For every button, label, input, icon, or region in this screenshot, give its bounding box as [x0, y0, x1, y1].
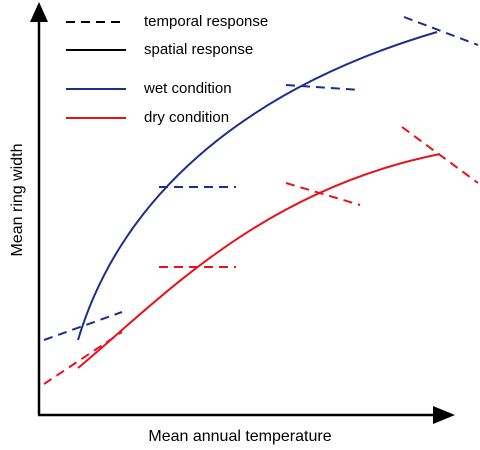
wet-condition-group	[43, 16, 479, 341]
legend-label-dry: dry condition	[144, 109, 230, 126]
x-axis-arrow-icon	[433, 406, 455, 424]
x-axis-label: Mean annual temperature	[148, 428, 332, 445]
dry-temporal-dash-3	[285, 182, 361, 206]
dry-temporal-dash-4	[401, 126, 479, 184]
y-axis-arrow-icon	[30, 2, 48, 22]
legend-label-spatial: spatial response	[144, 41, 254, 58]
dry-temporal-dash-1	[43, 331, 123, 385]
legend	[66, 21, 126, 119]
legend-label-temporal: temporal response	[144, 13, 269, 30]
dry-condition-group	[43, 126, 479, 385]
wet-temporal-dash-4	[403, 16, 479, 46]
wet-temporal-dash-3	[285, 84, 361, 91]
legend-label-wet: wet condition	[144, 80, 232, 97]
wet-spatial-curve	[77, 31, 438, 341]
axes	[30, 2, 455, 424]
y-axis-label: Mean ring width	[9, 143, 26, 257]
dry-spatial-curve	[77, 153, 441, 369]
